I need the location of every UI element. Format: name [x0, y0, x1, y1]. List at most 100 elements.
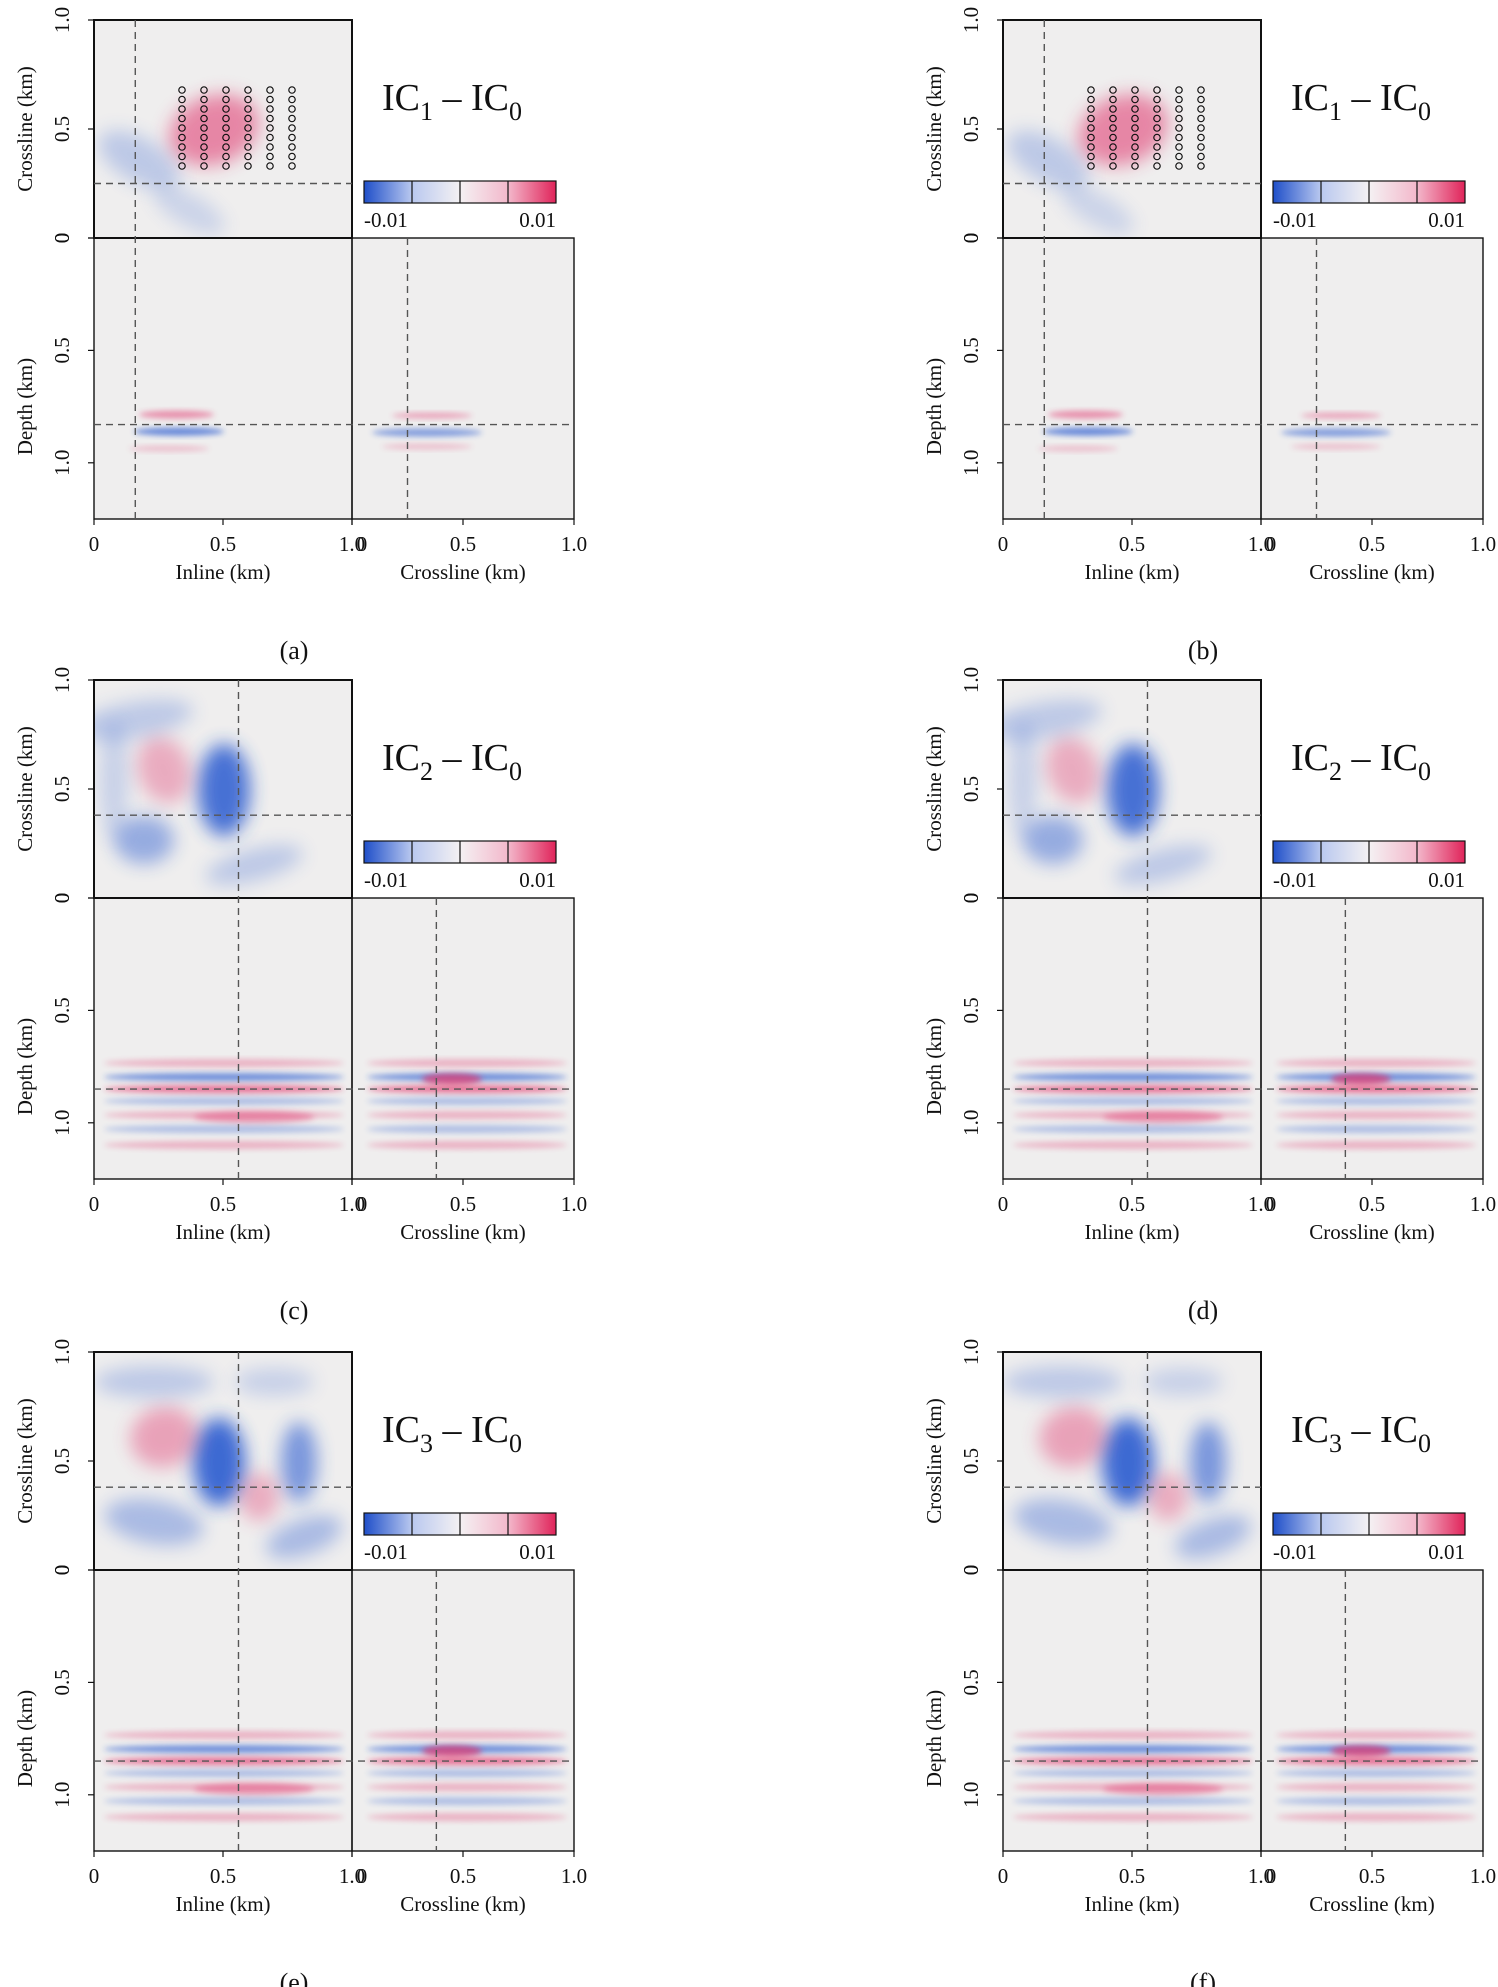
title-sub: 0 — [1418, 1429, 1431, 1458]
depth-axis-label: Depth (km) — [13, 1018, 37, 1115]
reflection-band — [104, 1769, 344, 1778]
reflection-band — [1013, 1797, 1253, 1806]
reflection-band — [1276, 1141, 1476, 1150]
receiver-marker — [1131, 114, 1139, 123]
reflection-band — [1013, 1731, 1253, 1740]
anomaly-blob — [193, 1418, 245, 1506]
receiver-marker — [1175, 133, 1183, 142]
receiver-marker — [266, 114, 274, 123]
inline-tick-label: 0.5 — [210, 1864, 236, 1888]
reflection-band — [104, 1059, 344, 1068]
anomaly-blob — [1174, 1515, 1252, 1559]
crossline-axis-label: Crossline (km) — [400, 1892, 525, 1916]
map-tick-label: 1.0 — [959, 7, 983, 33]
receiver-marker — [1175, 86, 1183, 94]
colorbar-max-label: 0.01 — [1428, 1540, 1465, 1564]
title-base: IC — [1291, 1409, 1329, 1451]
anomaly-blob — [194, 1783, 314, 1796]
inline-tick-label: 0 — [998, 1192, 1009, 1216]
map-tick-label: 0.5 — [50, 116, 74, 142]
reflection-band — [367, 1731, 567, 1740]
title-sub: 0 — [509, 1429, 522, 1458]
receiver-marker — [222, 152, 230, 161]
reflection-band — [1013, 1745, 1253, 1754]
receiver-marker — [266, 152, 274, 161]
receiver-marker — [222, 162, 230, 170]
reflection-band — [1038, 445, 1118, 452]
receiver-marker — [1087, 86, 1095, 94]
colorbar-min-label: -0.01 — [1273, 208, 1317, 232]
crossline-tick-label: 0.5 — [1359, 1864, 1385, 1888]
crossline-section-anomalies — [372, 412, 482, 450]
receiver-marker — [222, 124, 230, 132]
anomaly-blob — [1331, 1073, 1391, 1086]
crossline-tick-label: 0.5 — [450, 1192, 476, 1216]
panel-b: 0 0.5 1.0 Crossline (km) 0 0.5 1.0 Depth (km) 0 0… — [922, 7, 1496, 665]
receiver-marker — [1197, 86, 1205, 94]
reflection-band — [367, 1813, 567, 1822]
subfigure-label: (a) — [280, 636, 309, 665]
anomaly-blob — [94, 1366, 214, 1398]
title-base: IC — [1291, 77, 1329, 119]
reflection-band — [134, 427, 224, 436]
depth-tick-label: 0 — [50, 233, 74, 244]
receiver-marker — [1109, 162, 1117, 170]
anomaly-blob — [194, 1111, 314, 1124]
receiver-marker — [1087, 95, 1095, 104]
receiver-marker — [266, 95, 274, 104]
panel-e: 0 0.5 1.0 Crossline (km) 0 0.5 1.0 Depth (km) 0 0… — [13, 1339, 587, 1987]
receiver-marker — [178, 114, 186, 123]
title-sub: 2 — [1329, 757, 1342, 786]
colorbar-max-label: 0.01 — [519, 208, 556, 232]
receiver-marker — [222, 95, 230, 104]
crossline-tick-label: 1.0 — [561, 1864, 587, 1888]
reflection-band — [367, 1141, 567, 1150]
reflection-band — [1276, 1111, 1476, 1120]
title-dash: – IC — [1342, 737, 1418, 779]
crossline-axis-label: Crossline (km) — [400, 560, 525, 584]
anomaly-blob — [100, 720, 128, 840]
inline-tick-label: 0 — [998, 1864, 1009, 1888]
receiver-marker — [200, 86, 208, 94]
receiver-marker — [1175, 95, 1183, 104]
title-dash: – IC — [1342, 1409, 1418, 1451]
receiver-marker — [1153, 105, 1161, 113]
receiver-marker — [244, 143, 252, 151]
depth-tick-label: 1.0 — [959, 1110, 983, 1136]
receiver-marker — [1175, 114, 1183, 123]
receiver-marker — [200, 162, 208, 170]
reflection-band — [104, 1757, 344, 1766]
receiver-array — [1087, 86, 1205, 170]
reflection-band — [1276, 1783, 1476, 1792]
panel-a: 0 0.5 1.0 Crossline (km) 0 0.5 1.0 Depth (km) 0 0… — [13, 7, 587, 665]
title-dash: – IC — [433, 1409, 509, 1451]
colorbar-min-label: -0.01 — [1273, 1540, 1317, 1564]
map-axis-label: Crossline (km) — [13, 66, 37, 191]
reflection-band — [104, 1097, 344, 1106]
title-base: IC — [382, 77, 420, 119]
anomaly-blob — [1078, 94, 1168, 166]
inline-tick-label: 0 — [89, 1864, 100, 1888]
anomaly-blob — [114, 816, 174, 864]
anomaly-blob — [1003, 1366, 1123, 1398]
receiver-marker — [1175, 105, 1183, 113]
panel-title: IC1 – IC0 — [382, 77, 522, 126]
colorbar-max-label: 0.01 — [1428, 208, 1465, 232]
anomaly-blob — [1003, 699, 1103, 741]
reflection-band — [367, 1797, 567, 1806]
receiver-marker — [1175, 124, 1183, 132]
depth-tick-label: 0.5 — [959, 1669, 983, 1695]
reflection-band — [1013, 1125, 1253, 1134]
depth-tick-label: 1.0 — [959, 1782, 983, 1808]
depth-tick-label: 0.5 — [959, 337, 983, 363]
receiver-marker — [222, 114, 230, 123]
inline-section-anomalies — [1013, 1059, 1253, 1150]
map-view-anomalies — [1003, 1366, 1252, 1559]
map-view-anomalies — [1003, 699, 1212, 886]
colorbar-min-label: -0.01 — [364, 868, 408, 892]
reflection-band — [1301, 412, 1381, 419]
map-tick-label: 1.0 — [50, 1339, 74, 1365]
reflection-band — [1276, 1813, 1476, 1822]
reflection-band — [1276, 1797, 1476, 1806]
